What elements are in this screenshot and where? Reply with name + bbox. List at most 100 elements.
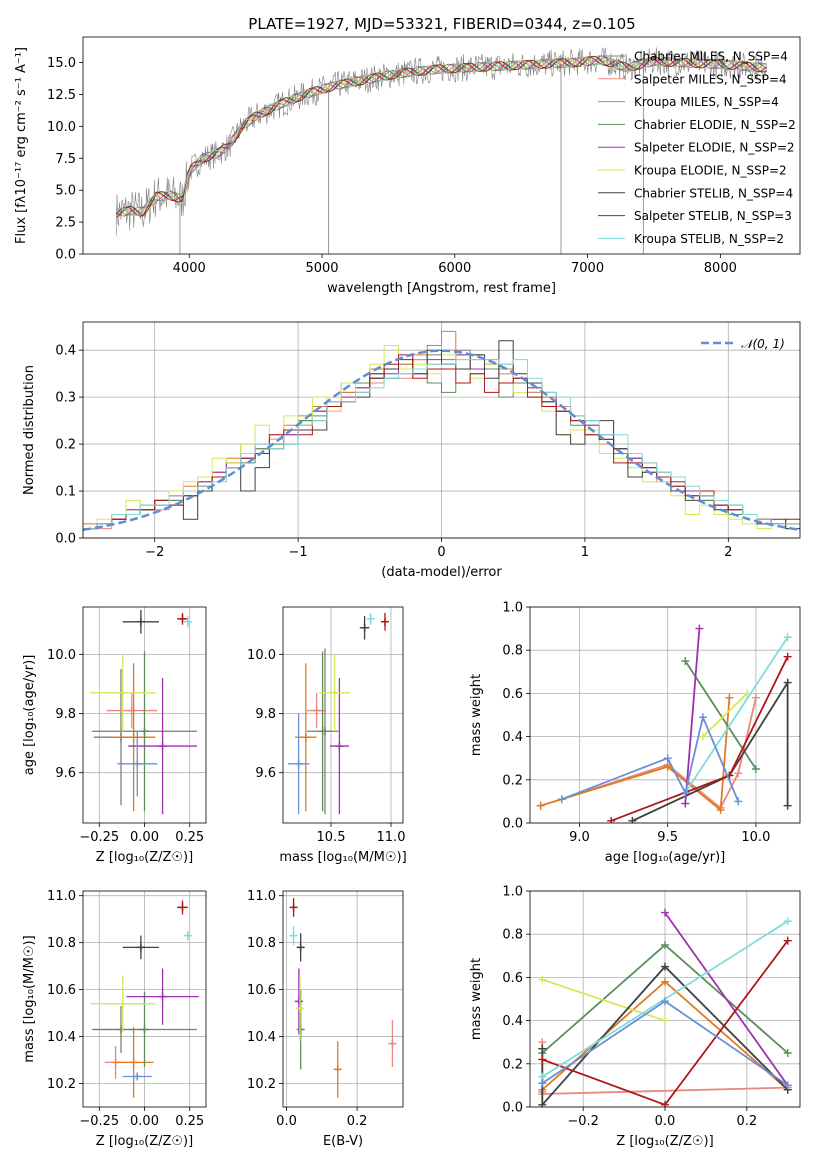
z-mass-xtick-label-1: 0.00 [130, 1114, 159, 1129]
residuals-xtick-label-1: −1 [289, 545, 308, 560]
z-mass-point-8 [183, 931, 192, 940]
ebv-mass-point-4 [296, 1025, 305, 1034]
z-age-point-3 [140, 727, 149, 736]
z-weight-marker-5-0 [538, 1044, 547, 1053]
z-weight-marker-4-0 [538, 975, 547, 984]
z-weight-marker-6-1 [661, 1100, 669, 1107]
ebv-mass-ytick-label-3: 10.8 [247, 936, 276, 951]
age-weight-marker-1-0 [536, 801, 545, 810]
mass-age-xtick-label-1: 11.0 [377, 830, 406, 845]
z-age-ytick-label-0: 9.6 [55, 766, 76, 781]
panel-spectrum: Chabrier MILES, N_SSP=4 Salpeter MILES, N… [14, 36, 801, 296]
z-weight-marker-6-2 [783, 936, 792, 945]
z-weight-ytick-label-2: 0.4 [502, 1014, 523, 1029]
age-weight-marker-8-0 [557, 795, 566, 804]
residuals-xtick-label-3: 1 [581, 545, 589, 560]
spectrum-model-line-7 [115, 56, 768, 217]
z-mass-point-3 [140, 1025, 149, 1034]
age-weight-series-4 [702, 692, 748, 738]
ebv-mass-ytick-label-0: 10.2 [247, 1077, 276, 1092]
panel-age-weight: 9.0 9.5 10.0 0.0 0.2 0.4 0.6 0.8 1.0 age [log₁₀(a… [469, 601, 801, 865]
spectrum-ytick-label-4: 10.0 [47, 120, 76, 135]
residuals-ytick-label-0: 0.0 [55, 532, 76, 547]
ebv-mass-ytick-label-1: 10.4 [247, 1030, 276, 1045]
age-weight-ytick-label-5: 1.0 [502, 601, 523, 616]
age-weight-marker-5-3 [783, 801, 792, 810]
age-weight-ytick-label-2: 0.4 [502, 730, 523, 745]
spectrum-model-line-6 [115, 55, 767, 218]
spectrum-ytick-label-3: 7.5 [55, 152, 76, 167]
z-weight-ylabel: mass weight [469, 958, 484, 1040]
spectrum-xtick-label-3: 7000 [571, 261, 604, 276]
spectrum-ytick-label-6: 15.0 [47, 56, 76, 71]
panel-z-age: −0.25 0.00 0.25 9.6 9.8 10.0 Z [log₁₀(Z/Z☉)] ag… [22, 606, 207, 865]
z-weight-marker-2-2 [783, 1049, 792, 1057]
age-weight-marker-8-2 [681, 788, 690, 797]
residuals-xtick-label-4: 2 [724, 545, 732, 560]
age-weight-frame [529, 606, 801, 824]
age-weight-marker-7-1 [783, 633, 792, 642]
z-weight-marker-5-2 [661, 962, 669, 971]
z-weight-marker-8-0 [538, 1079, 547, 1088]
mass-age-point-1 [312, 706, 321, 715]
ebv-mass-plot-area [289, 898, 397, 1098]
z-mass-ytick-label-4: 11.0 [47, 889, 76, 904]
age-weight-marker-3-1 [695, 624, 704, 633]
mass-age-ytick-label-0: 9.6 [255, 766, 276, 781]
z-age-point-1 [127, 706, 136, 715]
gaussian-curve [83, 349, 800, 532]
z-mass-ytick-label-3: 10.8 [47, 936, 76, 951]
spectrum-legend-label-1: Salpeter MILES, N_SSP=4 [634, 72, 787, 86]
z-weight-marker-7-1 [783, 917, 792, 926]
z-age-point-7 [178, 614, 187, 623]
age-weight-marker-1-1 [663, 762, 672, 771]
spectrum-legend-label-2: Kroupa MILES, N_SSP=4 [634, 95, 779, 109]
z-age-point-4 [158, 742, 167, 751]
z-weight-plot-area [538, 908, 792, 1107]
residuals-ytick-label-1: 0.1 [55, 485, 76, 500]
z-age-xtick-label-1: 0.00 [130, 830, 159, 845]
z-weight-marker-8-1 [661, 997, 669, 1006]
mass-age-point-3 [318, 727, 327, 736]
mass-age-point-5 [330, 688, 339, 697]
ebv-mass-point-1 [289, 931, 298, 940]
spectrum-legend-label-8: Kroupa STELIB, N_SSP=2 [634, 232, 784, 246]
spectrum-frame [82, 36, 801, 255]
age-weight-series-0 [540, 697, 757, 810]
age-weight-ylabel: mass weight [469, 674, 484, 756]
age-weight-marker-8-3 [698, 713, 707, 722]
age-weight-series-8 [561, 714, 740, 802]
spectrum-legend-label-7: Salpeter STELIB, N_SSP=3 [634, 209, 792, 223]
z-mass-point-2 [129, 1058, 138, 1067]
age-weight-ytick-label-3: 0.6 [502, 687, 523, 702]
spectrum-ytick-label-1: 2.5 [55, 216, 76, 231]
z-weight-marker-3-0 [661, 908, 669, 917]
z-age-xtick-label-0: −0.25 [79, 830, 119, 845]
panel-mass-age: 10.5 11.0 9.6 9.8 10.0 mass [log₁₀(M/M☉)] [247, 606, 407, 865]
z-weight-marker-4-1 [661, 1016, 669, 1025]
z-mass-ylabel: mass [log₁₀(M/M☉)] [22, 935, 37, 1062]
spectrum-ytick-label-2: 5.0 [55, 184, 76, 199]
age-weight-series-5 [632, 679, 789, 822]
spectrum-xtick-label-2: 6000 [438, 261, 471, 276]
z-weight-xtick-label-1: 0.0 [655, 1114, 676, 1129]
age-weight-xtick-label-2: 10.0 [741, 830, 770, 845]
z-age-ytick-label-1: 9.8 [55, 707, 76, 722]
z-mass-plot-area [90, 900, 199, 1098]
z-weight-ytick-label-4: 0.8 [502, 928, 523, 943]
z-weight-marker-2-1 [661, 941, 669, 949]
spectrum-legend-label-4: Salpeter ELODIE, N_SSP=2 [634, 141, 795, 155]
spectrum-legend-label-5: Kroupa ELODIE, N_SSP=2 [634, 164, 787, 178]
residuals-ytick-label-4: 0.4 [55, 344, 76, 359]
z-weight-marker-8-2 [783, 1081, 792, 1090]
z-mass-point-5 [118, 999, 127, 1008]
z-age-xtick-label-2: 0.25 [175, 830, 204, 845]
residuals-plot-area [83, 330, 800, 538]
age-weight-marker-8-4 [734, 797, 743, 806]
z-age-point-2 [129, 733, 138, 742]
age-weight-series-1 [540, 697, 731, 812]
residuals-ylabel: Normed distribution [22, 365, 37, 495]
ebv-mass-point-2 [296, 943, 305, 952]
z-mass-point-9 [133, 1072, 142, 1081]
z-age-plot-area [90, 609, 197, 815]
